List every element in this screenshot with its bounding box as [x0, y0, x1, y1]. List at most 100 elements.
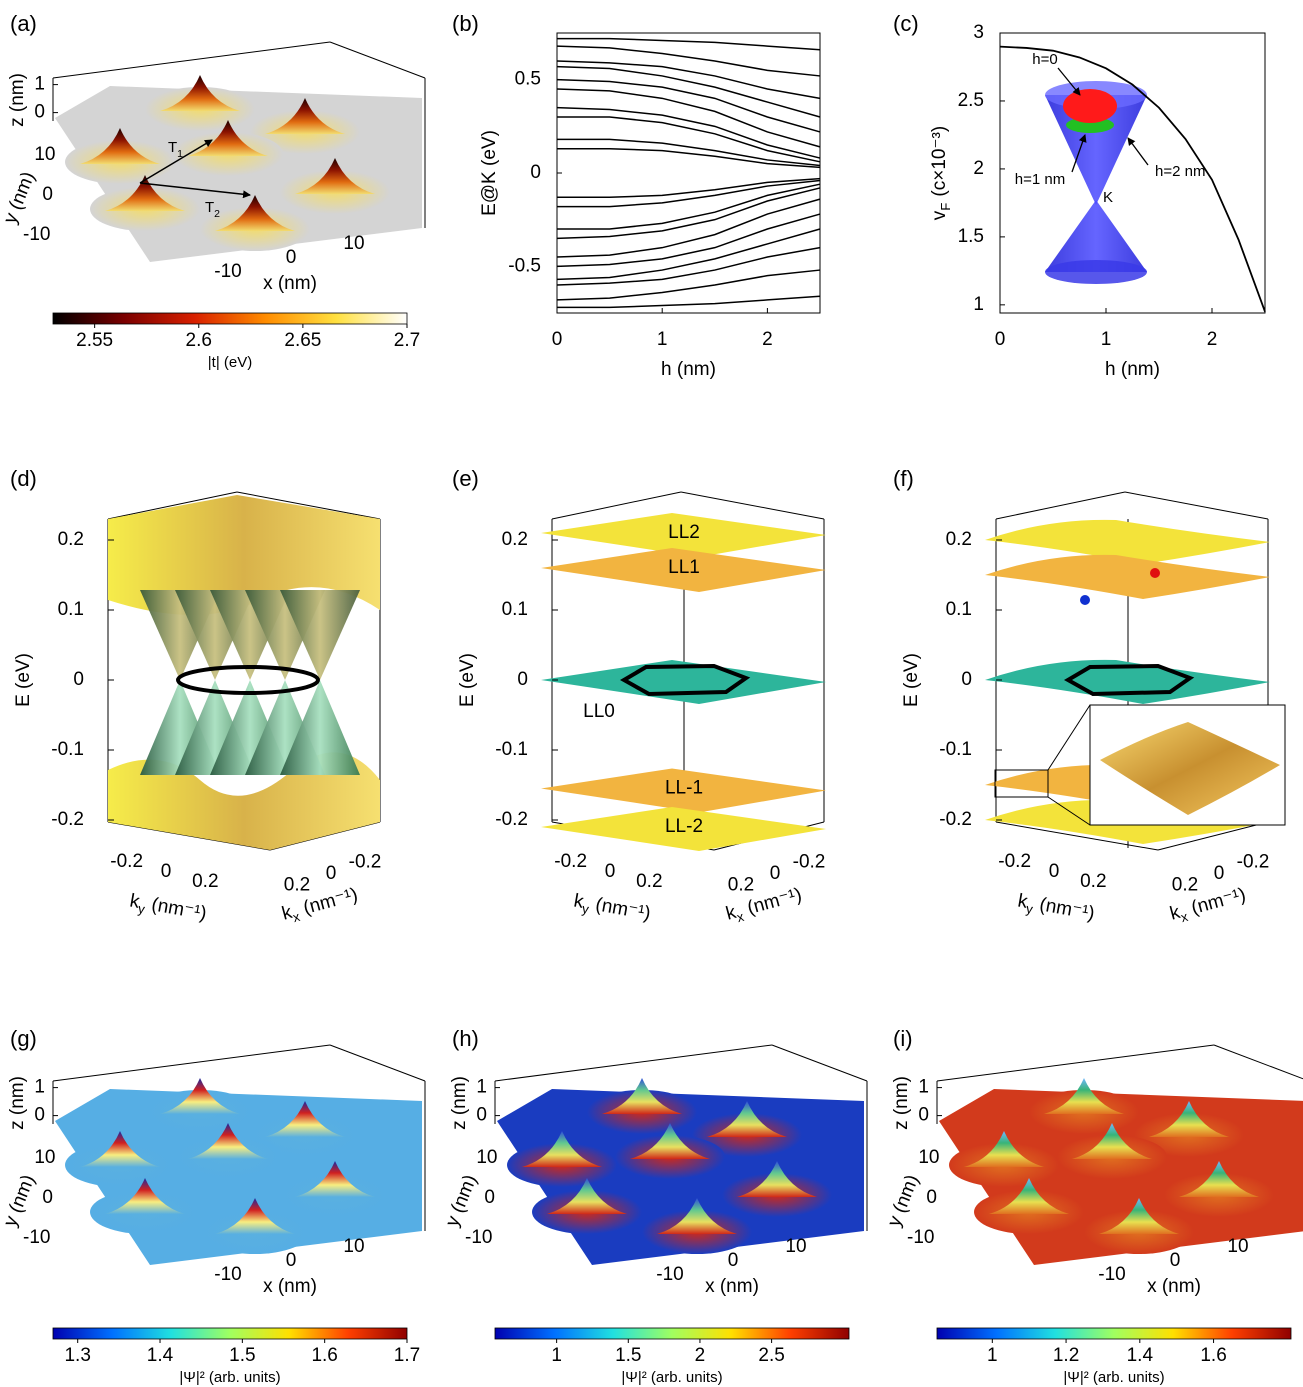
y-tick-label: 0: [484, 1187, 495, 1208]
colorbar-tick-label: 1.5: [229, 1345, 255, 1366]
colorbar-tick-label: 1.4: [147, 1345, 174, 1366]
panel-label: (d): [10, 466, 37, 491]
colorbar-tick-label: 1.6: [311, 1345, 337, 1366]
level-label: LL-1: [665, 778, 703, 799]
label-part: (c×10⁻³): [929, 126, 950, 197]
marker-dot: [1150, 568, 1160, 578]
ky-tick-label: 0: [1049, 861, 1060, 882]
ky-tick-label: -0.2: [998, 851, 1031, 872]
box-edge: [1125, 492, 1268, 519]
annotation: K: [1103, 189, 1113, 206]
z-tick-label: 1: [34, 1077, 45, 1098]
ky-tick-label: 0.2: [192, 871, 218, 892]
label-part: F: [938, 203, 953, 211]
x-axis-label: x (nm): [263, 1276, 317, 1297]
box-edge: [996, 492, 1125, 519]
x-axis-label: h (nm): [661, 359, 716, 380]
label-part: 1: [177, 148, 183, 160]
band-line: [557, 139, 820, 165]
x-tick-label: 10: [343, 233, 364, 254]
y-tick-label: 0.2: [58, 529, 84, 550]
ky-axis-label: ky(nm⁻¹): [128, 890, 208, 927]
z-tick-label: 1: [476, 1077, 487, 1098]
colorbar: [495, 1328, 849, 1339]
plot-frame: [557, 33, 820, 313]
z-tick-label: 1: [918, 1077, 929, 1098]
colorbar-tick-label: 1.3: [64, 1345, 90, 1366]
band-line: [557, 108, 820, 158]
colorbar-tick-label: 1.4: [1127, 1345, 1154, 1366]
z-axis-label: z (nm): [7, 1076, 28, 1130]
annotation: h=2 nm: [1155, 163, 1205, 180]
y-tick-label: -0.2: [939, 809, 972, 830]
label-part: y: [1025, 900, 1034, 916]
z-axis-label: z (nm): [7, 73, 28, 127]
y-tick-label: 0: [517, 669, 528, 690]
label-part: y: [137, 900, 146, 916]
y-tick-label: 0.1: [58, 599, 84, 620]
colorbar-label: |Ψ|² (arb. units): [179, 1369, 280, 1386]
y-tick-label: 0: [42, 184, 53, 205]
y-tick-label: -10: [23, 1227, 50, 1248]
y-tick-label: -0.1: [939, 739, 972, 760]
z-tick-label: 1: [34, 74, 45, 95]
y-tick-label: 0: [42, 1187, 53, 1208]
colorbar: [53, 313, 407, 324]
y-axis-label: y (nm): [0, 169, 39, 227]
x-tick-label: 0: [728, 1250, 739, 1271]
label-part: T: [205, 199, 214, 216]
label-part: v: [929, 210, 950, 220]
x-tick-label: 10: [1227, 1236, 1248, 1257]
colorbar-label: |Ψ|² (arb. units): [621, 1369, 722, 1386]
panel-label: (c): [893, 11, 919, 36]
x-tick-label: 2: [1207, 329, 1218, 350]
ky-tick-label: 0.2: [1080, 871, 1106, 892]
kx-tick-label: 0.2: [728, 874, 754, 895]
colorbar-tick-label: 2.7: [394, 330, 420, 351]
panel-label: (a): [10, 11, 37, 36]
panel-label: (h): [452, 1026, 479, 1051]
ky-tick-label: 0: [161, 861, 172, 882]
x-tick-label: 2: [762, 329, 773, 350]
y-tick-label: -10: [465, 1227, 492, 1248]
y-tick-label: 0.2: [502, 529, 528, 550]
x-tick-label: 10: [343, 1236, 364, 1257]
disk: [1063, 89, 1117, 123]
y-tick-label: -0.2: [51, 809, 84, 830]
x-axis-label: x (nm): [263, 273, 317, 294]
y-tick-label: -10: [907, 1227, 934, 1248]
colorbar-tick-label: 2.65: [284, 330, 321, 351]
y-tick-label: 3: [973, 22, 984, 43]
box-edge: [681, 492, 824, 519]
x-tick-label: 1: [657, 329, 668, 350]
x-tick-label: -10: [1098, 1264, 1125, 1285]
y-axis-label: vF (c×10⁻³): [929, 126, 953, 220]
label-part: T: [168, 139, 177, 156]
colorbar-tick-label: 1.7: [394, 1345, 420, 1366]
colorbar-tick-label: 2.5: [758, 1345, 784, 1366]
ky-axis-label: ky(nm⁻¹): [1016, 890, 1096, 927]
y-axis-label: y (nm): [0, 1172, 39, 1230]
x-axis-label: h (nm): [1105, 359, 1160, 380]
colorbar-tick-label: 2.55: [76, 330, 113, 351]
y-axis-label: y (nm): [884, 1172, 924, 1230]
y-tick-label: 0.1: [946, 599, 972, 620]
x-tick-label: 0: [286, 1250, 297, 1271]
y-tick-label: 0.1: [502, 599, 528, 620]
panel-label: (i): [893, 1026, 913, 1051]
box-edge: [53, 42, 330, 78]
y-tick-label: 1: [973, 294, 984, 315]
y-tick-label: 0.2: [946, 529, 972, 550]
y-tick-label: 0: [530, 162, 541, 183]
box-edge: [1214, 1045, 1303, 1081]
box-edge: [937, 1045, 1214, 1081]
colorbar-tick-label: 2.6: [186, 330, 212, 351]
level-label: LL-2: [665, 816, 703, 837]
y-axis-label: y (nm): [442, 1172, 482, 1230]
colorbar-tick-label: 1: [551, 1345, 562, 1366]
band-line: [557, 149, 820, 168]
y-axis-label: E (eV): [901, 653, 922, 707]
y-tick-label: 0: [961, 669, 972, 690]
ky-tick-label: -0.2: [554, 851, 587, 872]
ky-axis-label: ky(nm⁻¹): [572, 890, 652, 927]
